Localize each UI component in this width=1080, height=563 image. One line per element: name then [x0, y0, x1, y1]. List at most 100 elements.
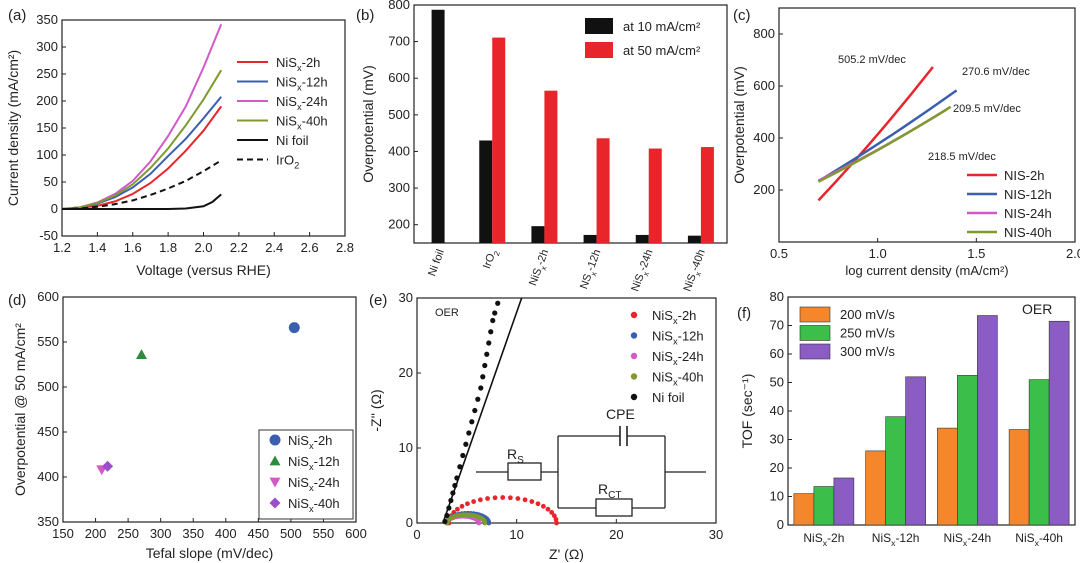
series-line [817, 105, 952, 183]
legend-swatch [799, 325, 831, 341]
tafel-annotation: 270.6 mV/dec [962, 66, 1030, 78]
x-tick-label: 30 [709, 527, 723, 542]
label-base: NiS [288, 496, 309, 511]
x-axis-label: Tefal slope (mV/dec) [146, 545, 274, 561]
legend-label: NiSx-12h [276, 75, 328, 93]
y-tick-label: 350 [36, 12, 58, 27]
label-base: NiS [276, 114, 297, 129]
label-subscript: x [641, 271, 651, 278]
label-base: NiS [652, 329, 673, 344]
y-tick-label: 10 [399, 440, 413, 455]
label-base: IrO [276, 153, 294, 168]
y-tick-label: 0 [51, 201, 58, 216]
legend-swatch [799, 306, 831, 323]
y-tick-label: 800 [388, 0, 410, 12]
y-tick-label: 500 [388, 107, 410, 122]
data-point [554, 520, 559, 526]
y-axis-label: TOF (sec⁻¹) [739, 374, 755, 449]
label-base: NiS [1015, 531, 1034, 545]
panel-c: 0.5 1.0 1.5 2.0 200 400 600 800 log current dens… [731, 7, 1080, 278]
data-point [465, 501, 470, 507]
y-tick-label: 30 [770, 432, 784, 447]
y-tick-label: 600 [388, 70, 410, 85]
data-point [529, 499, 535, 504]
y-tick-label: 300 [388, 180, 410, 195]
category-label: IrO2 [481, 248, 502, 272]
x-axis-label: log current density (mA/cm²) [845, 263, 1008, 278]
series-line [817, 89, 958, 183]
legend-swatch [585, 42, 613, 58]
bar [596, 138, 610, 243]
plot-frame [413, 4, 728, 244]
tafel-annotation: 505.2 mV/dec [838, 54, 906, 66]
y-tick-label: -50 [39, 228, 58, 243]
bar [492, 37, 506, 243]
panel-letter: (f) [737, 305, 751, 322]
category-label: NiSx-24h [944, 531, 992, 548]
legend-swatch [630, 352, 638, 360]
data-point [460, 452, 466, 459]
x-tick-label: 350 [182, 526, 204, 541]
data-point [480, 374, 486, 380]
oer-annotation: OER [435, 307, 459, 319]
data-point [482, 520, 488, 526]
label-base: NiS [652, 349, 673, 364]
label-subscript: x [673, 378, 678, 388]
label-base: R [507, 446, 517, 462]
label-base: NS [578, 272, 595, 290]
legend-label: 200 mV/s [840, 307, 895, 322]
data-point [466, 430, 472, 436]
label-subscript: x [673, 337, 678, 347]
circuit-label-rct: RCT [598, 481, 622, 501]
data-point [472, 407, 478, 414]
bar [793, 493, 815, 526]
data-point [540, 503, 546, 509]
bar [1008, 429, 1030, 526]
label-base: IrO [481, 252, 498, 271]
label-base: NiS [872, 531, 891, 545]
data-point [484, 351, 490, 357]
y-axis-label: Overpotential (mV) [360, 65, 376, 182]
label-base: NiS [629, 272, 646, 293]
x-tick-label: 0.5 [770, 246, 788, 261]
label-base: NiS [527, 267, 544, 288]
legend-label: 300 mV/s [840, 344, 895, 359]
oer-annotation: OER [1022, 301, 1052, 317]
data-point [136, 349, 148, 359]
data-point [553, 516, 559, 522]
data-point [495, 300, 501, 306]
bar [479, 140, 493, 243]
label-suffix: -2h [678, 308, 697, 323]
label-suffix: -2h [535, 248, 552, 267]
category-label: NiSx-24h [629, 248, 658, 294]
y-axis-label: Overpotential (mV) [731, 66, 747, 183]
y-tick-label: 700 [388, 34, 410, 49]
label-subscript: S [517, 455, 524, 466]
legend-label: NiSx-24h [652, 349, 704, 367]
label-subscript: x [297, 102, 302, 112]
label-suffix: -24h [637, 248, 656, 273]
fit-line [442, 297, 523, 524]
label-suffix: -2h [827, 531, 844, 545]
data-point [463, 441, 469, 447]
label-base: NiS [652, 308, 673, 323]
data-point [492, 310, 498, 316]
y-tick-label: 200 [388, 217, 410, 232]
label-base: NiS [276, 75, 297, 90]
label-base: NiS [276, 94, 297, 109]
bar [431, 9, 445, 244]
resistor-rs [507, 462, 542, 481]
panel-d: 150 200 250 300 350 400 450 500 550 600 350 400 450 5… [8, 289, 367, 561]
label-suffix: -24h [967, 531, 991, 545]
label-subscript: x [673, 357, 678, 367]
label-suffix: -12h [895, 531, 919, 545]
label-suffix: -2h [302, 55, 321, 70]
x-tick-label: 1.4 [88, 240, 106, 255]
y-tick-label: 20 [770, 460, 784, 475]
label-suffix: -24h [314, 475, 340, 490]
data-point [478, 385, 484, 391]
label-suffix: -24h [302, 94, 328, 109]
